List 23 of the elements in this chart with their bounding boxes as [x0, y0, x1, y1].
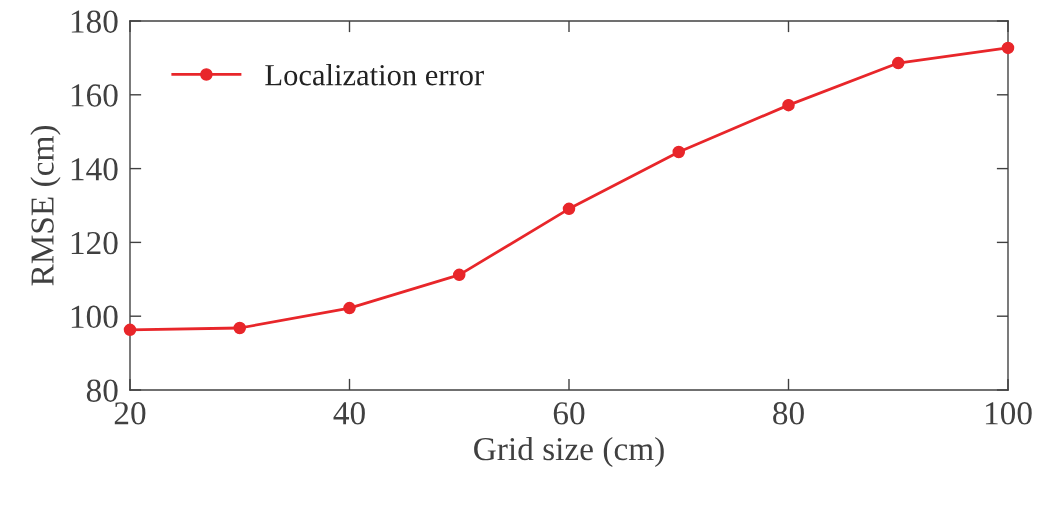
x-tick-label: 80 — [773, 402, 804, 425]
point — [123, 323, 137, 337]
x-tick-label: 60 — [553, 402, 585, 425]
y-tick-label: 80 — [86, 379, 118, 402]
point — [672, 145, 686, 159]
legend-label: Localization error — [265, 63, 484, 86]
x-tick-label: 40 — [333, 402, 365, 425]
x-axis-title: Grid size (cm) — [474, 436, 664, 468]
y-axis-title: RMSE (cm) — [30, 125, 61, 286]
y-tick-label: 100 — [71, 305, 118, 329]
y-tick-label: 140 — [71, 158, 118, 181]
y-tick-label: 160 — [71, 84, 118, 107]
point — [452, 268, 466, 282]
point — [233, 321, 247, 335]
point — [343, 301, 356, 315]
point — [562, 202, 576, 216]
point — [1001, 41, 1015, 55]
y-tick-label: 180 — [71, 10, 118, 33]
y-tick-label: 120 — [71, 231, 118, 255]
point — [891, 56, 905, 70]
point — [782, 98, 795, 112]
x-tick-label: 100 — [985, 402, 1032, 425]
x-tick-label: 20 — [114, 402, 146, 425]
